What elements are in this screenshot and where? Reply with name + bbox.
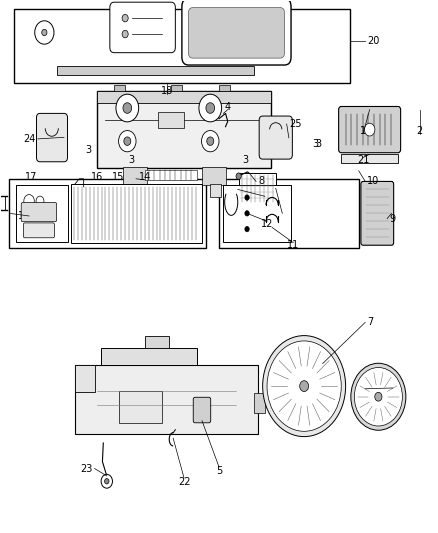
Text: 6: 6 xyxy=(285,208,291,219)
Text: 7: 7 xyxy=(367,317,374,327)
Text: 12: 12 xyxy=(261,219,273,229)
Circle shape xyxy=(101,474,113,488)
Text: 3: 3 xyxy=(312,139,318,149)
Circle shape xyxy=(236,173,241,179)
Circle shape xyxy=(24,195,34,207)
FancyBboxPatch shape xyxy=(361,181,394,245)
Bar xyxy=(210,184,221,197)
Text: 16: 16 xyxy=(91,172,103,182)
FancyBboxPatch shape xyxy=(36,114,67,162)
FancyBboxPatch shape xyxy=(182,0,291,65)
Bar xyxy=(57,66,254,75)
Bar xyxy=(171,85,182,91)
Text: 13: 13 xyxy=(18,211,30,221)
Circle shape xyxy=(123,103,132,114)
Bar xyxy=(145,336,169,348)
Circle shape xyxy=(122,14,128,22)
FancyBboxPatch shape xyxy=(259,116,292,159)
Bar xyxy=(254,393,265,413)
Text: 4: 4 xyxy=(225,102,231,112)
FancyBboxPatch shape xyxy=(110,2,175,53)
Circle shape xyxy=(207,137,214,146)
Circle shape xyxy=(375,392,382,401)
Text: 3: 3 xyxy=(129,155,135,165)
Bar xyxy=(14,9,350,83)
Circle shape xyxy=(351,364,406,430)
Text: 11: 11 xyxy=(287,240,299,250)
Bar xyxy=(239,173,276,204)
Circle shape xyxy=(116,94,139,122)
Text: 24: 24 xyxy=(23,134,35,144)
Text: 10: 10 xyxy=(367,176,380,187)
Text: 17: 17 xyxy=(25,172,37,182)
Circle shape xyxy=(267,341,341,431)
Circle shape xyxy=(201,131,219,152)
Bar xyxy=(219,179,359,248)
Text: 25: 25 xyxy=(289,119,301,129)
Text: 22: 22 xyxy=(178,477,191,487)
Circle shape xyxy=(36,196,44,206)
Text: 15: 15 xyxy=(113,172,125,182)
Text: 2: 2 xyxy=(417,126,423,136)
FancyBboxPatch shape xyxy=(193,397,211,423)
Text: 1: 1 xyxy=(360,126,366,136)
Circle shape xyxy=(245,227,249,232)
Bar xyxy=(75,365,95,392)
Bar xyxy=(123,166,147,185)
Circle shape xyxy=(35,21,54,44)
Bar xyxy=(132,184,143,197)
Circle shape xyxy=(300,381,309,392)
Circle shape xyxy=(263,336,346,437)
Bar xyxy=(341,155,398,163)
Bar xyxy=(97,91,272,168)
Text: 3: 3 xyxy=(85,144,91,155)
Circle shape xyxy=(364,123,375,136)
Circle shape xyxy=(105,479,109,484)
Bar xyxy=(71,184,201,243)
Bar xyxy=(119,391,162,423)
Circle shape xyxy=(245,195,249,200)
Text: 20: 20 xyxy=(367,36,380,45)
Text: 3: 3 xyxy=(315,139,321,149)
FancyBboxPatch shape xyxy=(188,7,285,58)
Text: 26: 26 xyxy=(267,191,279,201)
Text: 5: 5 xyxy=(216,466,222,476)
Text: 14: 14 xyxy=(139,172,151,182)
Text: 23: 23 xyxy=(80,464,92,473)
Bar xyxy=(219,85,230,91)
Bar xyxy=(75,365,258,434)
Circle shape xyxy=(122,30,128,38)
FancyBboxPatch shape xyxy=(21,203,57,222)
Text: 3: 3 xyxy=(242,155,248,165)
Bar xyxy=(10,179,206,248)
FancyBboxPatch shape xyxy=(339,107,401,153)
Text: 8: 8 xyxy=(258,176,265,187)
Bar xyxy=(201,166,226,185)
Bar xyxy=(114,85,125,91)
Bar xyxy=(158,112,184,128)
Circle shape xyxy=(354,368,403,426)
Circle shape xyxy=(124,137,131,146)
FancyBboxPatch shape xyxy=(23,223,54,238)
Bar xyxy=(97,91,272,103)
Bar xyxy=(223,185,291,241)
Circle shape xyxy=(245,211,249,216)
Text: 9: 9 xyxy=(389,214,396,224)
Circle shape xyxy=(119,131,136,152)
Circle shape xyxy=(206,103,215,114)
Text: 18: 18 xyxy=(160,86,173,96)
Bar xyxy=(145,170,197,180)
Bar xyxy=(16,185,68,241)
Circle shape xyxy=(42,29,47,36)
Text: 21: 21 xyxy=(357,155,369,165)
Text: 19: 19 xyxy=(367,384,380,394)
Circle shape xyxy=(199,94,222,122)
Bar xyxy=(101,348,197,365)
